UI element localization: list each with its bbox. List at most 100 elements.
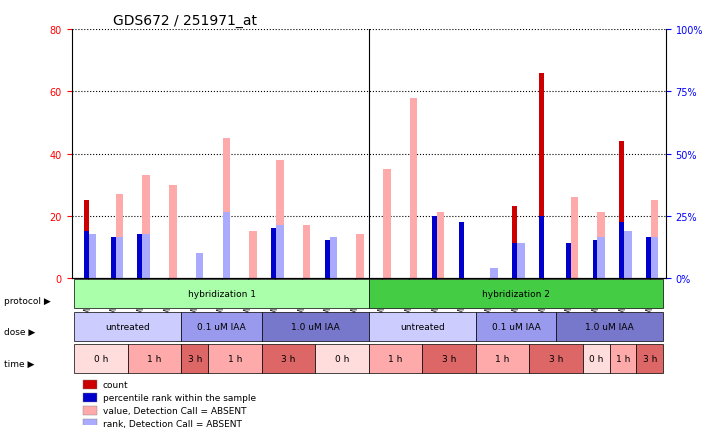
- Bar: [512, 244, 517, 278]
- Text: protocol ▶: protocol ▶: [4, 296, 50, 305]
- Text: 3 h: 3 h: [188, 355, 202, 364]
- FancyBboxPatch shape: [529, 345, 583, 374]
- Bar: [195, 253, 203, 278]
- Text: 3 h: 3 h: [643, 355, 657, 364]
- FancyBboxPatch shape: [181, 345, 208, 374]
- FancyBboxPatch shape: [74, 312, 181, 341]
- FancyBboxPatch shape: [369, 312, 476, 341]
- Bar: [84, 231, 89, 278]
- Text: 1 h: 1 h: [228, 355, 242, 364]
- Text: 1.0 uM IAA: 1.0 uM IAA: [291, 322, 339, 331]
- FancyBboxPatch shape: [128, 345, 181, 374]
- Bar: [84, 406, 97, 415]
- Text: hybridization 2: hybridization 2: [482, 289, 550, 299]
- Text: rank, Detection Call = ABSENT: rank, Detection Call = ABSENT: [102, 419, 241, 428]
- Bar: [276, 160, 284, 278]
- Bar: [84, 380, 97, 389]
- Text: 0 h: 0 h: [94, 355, 108, 364]
- FancyBboxPatch shape: [369, 345, 422, 374]
- Bar: [111, 238, 115, 278]
- Bar: [276, 225, 284, 278]
- Text: 3 h: 3 h: [549, 355, 563, 364]
- Text: 1 h: 1 h: [388, 355, 402, 364]
- Text: 0 h: 0 h: [589, 355, 604, 364]
- Bar: [115, 194, 123, 278]
- Text: count: count: [102, 380, 128, 389]
- Text: 1 h: 1 h: [616, 355, 630, 364]
- Bar: [597, 213, 605, 278]
- FancyBboxPatch shape: [476, 345, 529, 374]
- Text: 0.1 uM IAA: 0.1 uM IAA: [197, 322, 246, 331]
- Text: untreated: untreated: [105, 322, 150, 331]
- Text: percentile rank within the sample: percentile rank within the sample: [102, 393, 256, 402]
- Bar: [459, 222, 463, 278]
- FancyBboxPatch shape: [583, 345, 609, 374]
- Bar: [437, 213, 444, 278]
- Bar: [566, 244, 571, 278]
- Bar: [84, 393, 97, 402]
- Bar: [271, 228, 276, 278]
- Bar: [624, 231, 632, 278]
- Bar: [357, 235, 364, 278]
- Bar: [329, 238, 337, 278]
- FancyBboxPatch shape: [637, 345, 663, 374]
- Bar: [142, 235, 150, 278]
- FancyBboxPatch shape: [74, 345, 128, 374]
- Text: 3 h: 3 h: [442, 355, 456, 364]
- FancyBboxPatch shape: [476, 312, 556, 341]
- FancyBboxPatch shape: [315, 345, 369, 374]
- Bar: [223, 139, 230, 278]
- Bar: [383, 170, 391, 278]
- Bar: [593, 241, 597, 278]
- Bar: [646, 238, 651, 278]
- Bar: [459, 222, 463, 278]
- Text: 1.0 uM IAA: 1.0 uM IAA: [585, 322, 634, 331]
- Bar: [84, 201, 89, 278]
- Text: 0 h: 0 h: [335, 355, 349, 364]
- Bar: [651, 201, 659, 278]
- Bar: [490, 269, 498, 278]
- Bar: [517, 244, 525, 278]
- Bar: [619, 142, 624, 278]
- Text: dose ▶: dose ▶: [4, 328, 35, 336]
- Bar: [539, 74, 544, 278]
- Text: 1 h: 1 h: [147, 355, 162, 364]
- Bar: [303, 225, 310, 278]
- Bar: [512, 207, 517, 278]
- Text: value, Detection Call = ABSENT: value, Detection Call = ABSENT: [102, 406, 246, 415]
- FancyBboxPatch shape: [369, 279, 663, 309]
- Text: 3 h: 3 h: [281, 355, 296, 364]
- Bar: [325, 241, 329, 278]
- Text: 0.1 uM IAA: 0.1 uM IAA: [492, 322, 541, 331]
- FancyBboxPatch shape: [74, 279, 369, 309]
- Text: hybridization 1: hybridization 1: [188, 289, 256, 299]
- Bar: [651, 238, 659, 278]
- Bar: [115, 238, 123, 278]
- FancyBboxPatch shape: [261, 345, 315, 374]
- FancyBboxPatch shape: [556, 312, 663, 341]
- FancyBboxPatch shape: [609, 345, 637, 374]
- Bar: [137, 235, 142, 278]
- Bar: [619, 222, 624, 278]
- Bar: [249, 231, 257, 278]
- Text: 1 h: 1 h: [495, 355, 510, 364]
- Bar: [539, 216, 544, 278]
- Bar: [571, 197, 578, 278]
- Bar: [223, 213, 230, 278]
- Text: time ▶: time ▶: [4, 359, 34, 368]
- Bar: [432, 216, 437, 278]
- FancyBboxPatch shape: [422, 345, 476, 374]
- Bar: [597, 238, 605, 278]
- Bar: [169, 185, 177, 278]
- FancyBboxPatch shape: [181, 312, 261, 341]
- FancyBboxPatch shape: [208, 345, 261, 374]
- Bar: [89, 235, 96, 278]
- Bar: [142, 176, 150, 278]
- Bar: [84, 419, 97, 428]
- Text: GDS672 / 251971_at: GDS672 / 251971_at: [113, 14, 257, 28]
- Bar: [490, 269, 498, 278]
- FancyBboxPatch shape: [261, 312, 369, 341]
- Text: untreated: untreated: [400, 322, 445, 331]
- Bar: [195, 256, 203, 278]
- Bar: [410, 99, 417, 278]
